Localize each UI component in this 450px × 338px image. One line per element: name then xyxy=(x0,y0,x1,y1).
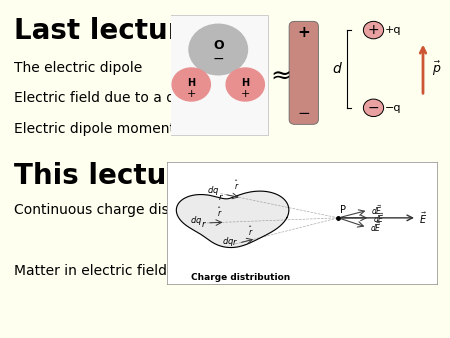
Text: The electric dipole: The electric dipole xyxy=(14,61,142,75)
Text: +: + xyxy=(241,89,250,99)
FancyBboxPatch shape xyxy=(169,15,268,135)
Text: $dq$: $dq$ xyxy=(207,185,219,197)
Text: $\vec{E}$: $\vec{E}$ xyxy=(419,210,428,225)
Circle shape xyxy=(364,99,383,117)
Text: −: − xyxy=(368,101,379,115)
Text: $r$: $r$ xyxy=(232,237,238,247)
Text: +: + xyxy=(368,23,379,37)
Text: $dq$: $dq$ xyxy=(190,214,202,227)
Circle shape xyxy=(172,68,211,101)
Text: $\hat{r}$: $\hat{r}$ xyxy=(234,179,239,192)
Text: $d\vec{E}$: $d\vec{E}$ xyxy=(370,220,381,234)
Text: $\hat{r}$: $\hat{r}$ xyxy=(248,224,254,238)
Text: Charge distribution: Charge distribution xyxy=(191,273,290,282)
FancyBboxPatch shape xyxy=(289,21,319,124)
Text: H: H xyxy=(241,77,249,88)
Text: $\vec{p}$: $\vec{p}$ xyxy=(432,60,441,78)
Text: Electric dipole moment: Electric dipole moment xyxy=(14,122,175,136)
Text: Continuous charge distributions: Continuous charge distributions xyxy=(14,203,235,217)
Text: $d$: $d$ xyxy=(332,62,343,76)
Text: +: + xyxy=(187,89,196,99)
Text: −: − xyxy=(297,106,310,121)
Text: −: − xyxy=(212,52,224,66)
Text: $d\vec{E}$: $d\vec{E}$ xyxy=(371,203,382,217)
Text: Matter in electric fields: Matter in electric fields xyxy=(14,264,174,277)
Text: +: + xyxy=(297,25,310,40)
Text: $dq$: $dq$ xyxy=(222,235,234,248)
Text: H: H xyxy=(187,77,195,88)
Text: Electric field due to a dipole: Electric field due to a dipole xyxy=(14,91,208,105)
Text: This lecture: This lecture xyxy=(14,162,198,190)
Text: Last lecture: Last lecture xyxy=(14,17,200,45)
Text: O: O xyxy=(213,39,224,52)
Circle shape xyxy=(226,68,265,101)
Text: $\approx$: $\approx$ xyxy=(266,63,292,87)
Polygon shape xyxy=(176,191,289,247)
Text: $\hat{r}$: $\hat{r}$ xyxy=(217,206,222,219)
Text: $d\vec{E}$: $d\vec{E}$ xyxy=(373,211,384,225)
Text: $r$: $r$ xyxy=(201,219,207,228)
Text: P: P xyxy=(340,205,346,215)
Text: $r$: $r$ xyxy=(218,192,224,201)
Circle shape xyxy=(364,21,383,39)
Text: −q: −q xyxy=(385,103,401,113)
Text: +q: +q xyxy=(385,25,401,35)
Circle shape xyxy=(189,24,248,75)
